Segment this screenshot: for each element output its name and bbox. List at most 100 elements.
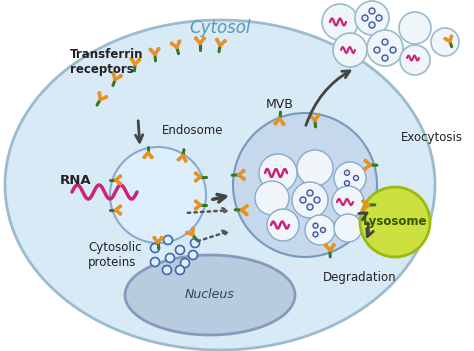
Circle shape xyxy=(367,30,403,66)
Circle shape xyxy=(130,58,133,60)
Text: Transferrin
receptors: Transferrin receptors xyxy=(70,48,144,76)
Circle shape xyxy=(334,214,362,242)
Circle shape xyxy=(382,55,388,61)
Circle shape xyxy=(362,15,368,21)
Circle shape xyxy=(364,167,366,170)
Circle shape xyxy=(242,170,245,172)
Circle shape xyxy=(345,170,349,175)
Circle shape xyxy=(184,160,187,162)
Circle shape xyxy=(305,215,335,245)
Circle shape xyxy=(246,205,248,207)
Circle shape xyxy=(364,159,367,162)
Circle shape xyxy=(151,258,159,266)
Circle shape xyxy=(194,200,197,203)
Circle shape xyxy=(110,147,206,243)
Circle shape xyxy=(282,123,285,125)
Circle shape xyxy=(105,96,108,98)
Circle shape xyxy=(320,227,326,232)
Circle shape xyxy=(399,12,431,44)
Circle shape xyxy=(362,208,365,211)
Circle shape xyxy=(161,237,163,239)
Circle shape xyxy=(362,200,365,203)
Circle shape xyxy=(307,204,313,210)
Circle shape xyxy=(112,72,115,74)
Circle shape xyxy=(119,212,121,215)
Circle shape xyxy=(177,158,180,161)
Circle shape xyxy=(345,181,349,186)
Circle shape xyxy=(369,8,375,14)
Circle shape xyxy=(119,183,121,185)
Circle shape xyxy=(400,45,430,75)
Text: Cytosolic
proteins: Cytosolic proteins xyxy=(88,241,142,269)
Circle shape xyxy=(138,58,141,61)
Circle shape xyxy=(325,244,327,247)
Circle shape xyxy=(332,244,335,246)
Circle shape xyxy=(186,232,188,234)
Circle shape xyxy=(119,75,122,77)
Circle shape xyxy=(203,37,205,40)
Circle shape xyxy=(195,37,197,40)
Circle shape xyxy=(119,175,121,178)
Circle shape xyxy=(259,154,297,192)
Circle shape xyxy=(98,92,100,94)
Circle shape xyxy=(354,176,358,180)
Circle shape xyxy=(170,42,173,45)
Circle shape xyxy=(376,15,382,21)
Circle shape xyxy=(300,197,306,203)
Circle shape xyxy=(194,179,197,182)
Circle shape xyxy=(274,122,277,125)
Circle shape xyxy=(355,1,389,35)
Circle shape xyxy=(245,213,248,216)
Circle shape xyxy=(165,253,174,263)
Circle shape xyxy=(157,48,160,50)
Ellipse shape xyxy=(125,255,295,335)
Circle shape xyxy=(153,237,155,239)
Text: Exocytosis: Exocytosis xyxy=(401,132,463,145)
Circle shape xyxy=(297,150,333,186)
Circle shape xyxy=(175,245,184,254)
Circle shape xyxy=(382,39,388,45)
Text: Degradation: Degradation xyxy=(323,272,397,285)
Circle shape xyxy=(191,238,200,247)
Circle shape xyxy=(369,22,375,28)
Circle shape xyxy=(309,114,312,117)
Circle shape xyxy=(119,205,121,207)
Circle shape xyxy=(164,236,173,245)
Circle shape xyxy=(194,207,197,210)
Circle shape xyxy=(150,156,153,158)
Ellipse shape xyxy=(5,20,435,350)
Text: Cytosol: Cytosol xyxy=(189,19,251,37)
Text: Nucleus: Nucleus xyxy=(185,289,235,302)
Text: RNA: RNA xyxy=(60,173,91,186)
Circle shape xyxy=(292,182,328,218)
Text: MVB: MVB xyxy=(266,99,294,112)
Circle shape xyxy=(216,38,219,41)
Circle shape xyxy=(333,33,367,67)
Circle shape xyxy=(149,48,152,51)
Circle shape xyxy=(360,187,430,257)
Circle shape xyxy=(143,156,146,158)
Circle shape xyxy=(444,38,446,40)
Circle shape xyxy=(307,190,313,196)
Circle shape xyxy=(431,28,459,56)
Circle shape xyxy=(255,181,289,215)
Circle shape xyxy=(243,178,245,180)
Circle shape xyxy=(374,47,380,53)
Text: Endosome: Endosome xyxy=(162,124,224,137)
Circle shape xyxy=(178,40,181,43)
Circle shape xyxy=(233,113,377,257)
Circle shape xyxy=(317,114,320,116)
Circle shape xyxy=(322,4,358,40)
Circle shape xyxy=(151,244,159,252)
Circle shape xyxy=(334,162,366,194)
Circle shape xyxy=(181,258,190,267)
Circle shape xyxy=(175,265,184,274)
Circle shape xyxy=(313,232,318,237)
Text: Lysosome: Lysosome xyxy=(363,216,427,229)
Circle shape xyxy=(267,209,299,241)
Circle shape xyxy=(314,197,320,203)
Circle shape xyxy=(390,47,396,53)
Circle shape xyxy=(450,35,453,38)
Circle shape xyxy=(163,265,172,274)
Circle shape xyxy=(332,186,364,218)
